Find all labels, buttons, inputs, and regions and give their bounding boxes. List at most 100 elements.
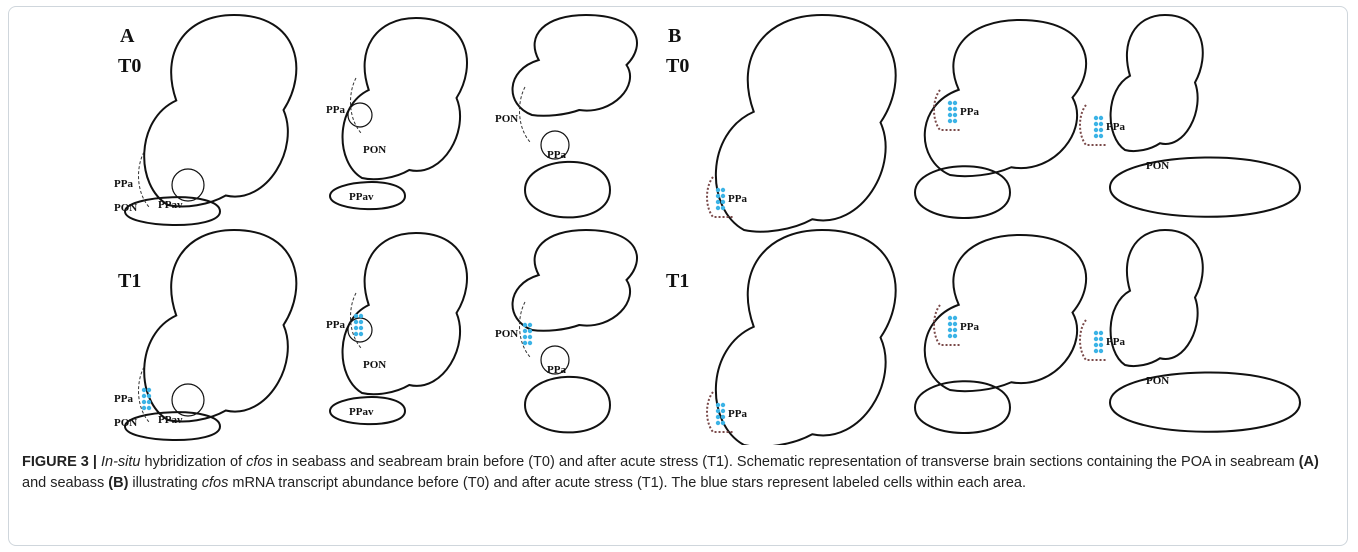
labeled-cell — [358, 325, 364, 331]
region-label: PPa — [1106, 336, 1125, 348]
labeled-cell — [1098, 330, 1104, 336]
brain-outline — [143, 228, 298, 423]
labeled-cell — [353, 319, 359, 325]
panel-label: A — [120, 25, 135, 47]
caption: FIGURE 3 | In-situ hybridization of cfos… — [22, 452, 1338, 494]
labeled-cell — [947, 315, 953, 321]
labeled-cell — [141, 387, 147, 393]
brain-lobe — [1108, 371, 1302, 433]
brain-outline — [143, 13, 298, 208]
labeled-cell — [522, 334, 528, 340]
labeled-cell — [1098, 133, 1104, 139]
region-outline — [933, 304, 960, 346]
region-label: PPa — [114, 178, 133, 190]
labeled-cell — [358, 319, 364, 325]
region-label: PPa — [326, 104, 345, 116]
brain-lobe — [328, 181, 407, 211]
brain-region — [171, 383, 205, 417]
time-label: T1 — [666, 270, 689, 292]
region-label: PON — [1146, 375, 1169, 387]
region-outline — [706, 176, 733, 218]
caption-text: in seabass and seabream brain before (T0… — [272, 454, 1299, 470]
region-outline — [706, 391, 733, 433]
brain-outline — [341, 16, 468, 181]
labeled-cell — [1098, 121, 1104, 127]
labeled-cell — [141, 399, 147, 405]
labeled-cell — [522, 322, 528, 328]
labeled-cell — [715, 199, 721, 205]
brain-outline — [1109, 13, 1204, 153]
labeled-cell — [1093, 127, 1099, 133]
brain-outline — [923, 18, 1088, 178]
brain-outline — [341, 231, 468, 396]
region-label: PPav — [158, 414, 183, 426]
brain-outline — [511, 13, 638, 117]
region-outline — [1079, 319, 1106, 361]
labeled-cell — [947, 112, 953, 118]
labeled-cell — [1093, 121, 1099, 127]
labeled-cell — [952, 333, 958, 339]
labeled-cell — [715, 205, 721, 211]
brain-region — [347, 102, 373, 128]
labeled-cell — [1093, 348, 1099, 354]
brain-lobe — [523, 160, 612, 219]
labeled-cell — [715, 402, 721, 408]
brain-region — [540, 130, 570, 160]
region-label: PPa — [547, 149, 566, 161]
region-outline — [1079, 104, 1106, 146]
labeled-cell — [720, 414, 726, 420]
labeled-cell — [1093, 330, 1099, 336]
labeled-cell — [146, 405, 152, 411]
labeled-cell — [947, 118, 953, 124]
labeled-cell — [1098, 342, 1104, 348]
labeled-cell — [947, 327, 953, 333]
caption-italic: In-situ — [101, 454, 141, 470]
labeled-cell — [947, 100, 953, 106]
region-label: PPa — [728, 408, 747, 420]
region-label: PON — [495, 328, 518, 340]
caption-text: mRNA transcript abundance before (T0) an… — [228, 475, 1026, 491]
labeled-cell — [947, 333, 953, 339]
region-label: PPav — [349, 191, 374, 203]
region-label: PON — [363, 144, 386, 156]
brain-lobe — [1108, 156, 1302, 218]
labeled-cell — [1093, 342, 1099, 348]
caption-text: illustrating — [128, 475, 202, 491]
labeled-cell — [527, 322, 533, 328]
time-label: T0 — [118, 55, 141, 77]
labeled-cell — [353, 325, 359, 331]
region-label: PPa — [728, 193, 747, 205]
panel-label: B — [668, 25, 681, 47]
caption-italic: cfos — [201, 475, 229, 491]
figure-frame — [8, 6, 1348, 546]
labeled-cell — [720, 402, 726, 408]
labeled-cell — [715, 420, 721, 426]
brain-outline — [511, 228, 638, 332]
caption-figure: FIGURE 3 | — [22, 454, 101, 470]
labeled-cell — [715, 414, 721, 420]
brain-lobe — [913, 380, 1012, 434]
region-label: PPa — [547, 364, 566, 376]
labeled-cell — [522, 328, 528, 334]
caption-bold: (A) — [1298, 454, 1319, 470]
region-label: PPa — [326, 319, 345, 331]
region-label: PPa — [960, 321, 979, 333]
caption-text: and seabass — [22, 475, 109, 491]
figure: A T0 PPa PON PPav PPa PON PPav PON PPa T1 PPa PON PPa… — [114, 13, 1302, 445]
labeled-cell — [146, 393, 152, 399]
labeled-cell — [715, 193, 721, 199]
labeled-cell — [146, 387, 152, 393]
labeled-cell — [358, 331, 364, 337]
brain-outline — [923, 233, 1088, 393]
labeled-cell — [720, 199, 726, 205]
region-label: PON — [114, 202, 137, 214]
labeled-cell — [1098, 127, 1104, 133]
labeled-cell — [720, 408, 726, 414]
labeled-cell — [952, 315, 958, 321]
brain-outline — [1109, 228, 1204, 368]
labeled-cell — [527, 334, 533, 340]
labeled-cell — [952, 327, 958, 333]
labeled-cell — [952, 106, 958, 112]
labeled-cell — [527, 340, 533, 346]
